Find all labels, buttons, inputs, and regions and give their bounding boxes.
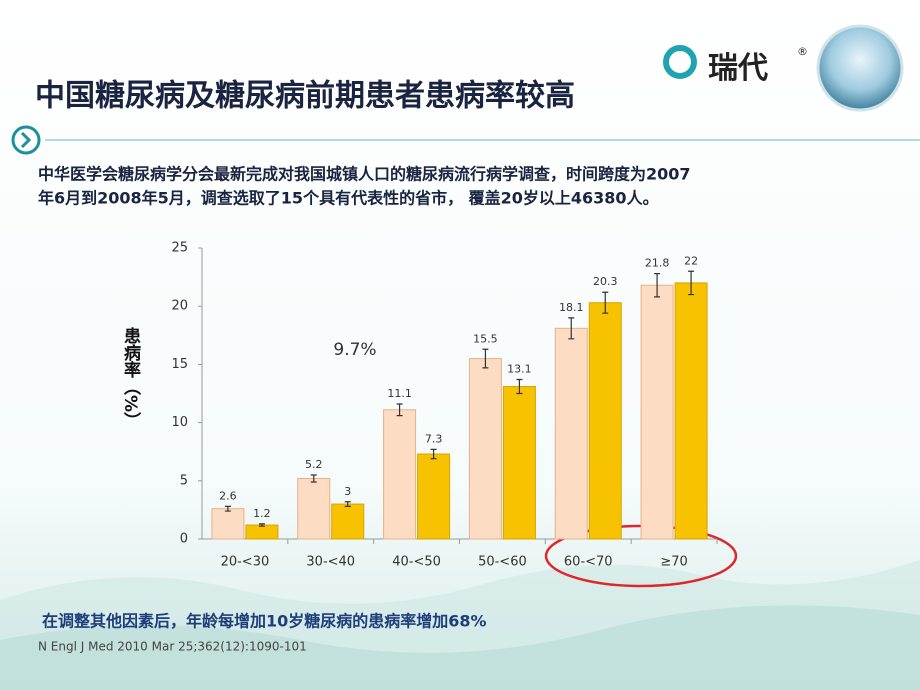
x-tick-label: ≥70	[660, 555, 687, 570]
bar	[554, 327, 588, 540]
description: 年6月到2008年5月，调查选取了15个具有代表性的省市， 覆盖20岁以上463…	[38, 189, 659, 208]
bar	[640, 284, 674, 540]
x-tick-label: 20-<30	[221, 555, 270, 570]
y-axis-label: 患病率（%）	[120, 327, 141, 429]
y-tick-label: 0	[180, 532, 188, 547]
y-tick-label: 5	[180, 473, 188, 488]
error-bar	[602, 291, 609, 314]
x-tick-label: 50-<60	[478, 555, 527, 570]
error-bar	[310, 474, 317, 483]
error-bar	[258, 523, 265, 527]
error-bar	[224, 505, 231, 512]
citation: N Engl J Med 2010 Mar 25;362(12):1090-10…	[38, 640, 307, 654]
error-bar	[688, 270, 695, 296]
value-label: 22	[684, 254, 698, 267]
error-bar	[654, 273, 661, 298]
error-bar	[516, 378, 523, 395]
x-tick-label: 60-<70	[564, 555, 613, 570]
value-label: 21.8	[645, 257, 670, 270]
value-label: 2.6	[219, 489, 237, 502]
title: 中国糖尿病及糖尿病前期患者患病率较高	[35, 79, 575, 114]
value-label: 11.1	[387, 387, 412, 400]
y-tick-label: 10	[171, 415, 188, 430]
mountain	[0, 605, 920, 690]
error-bar	[568, 317, 575, 340]
bar	[297, 477, 331, 540]
error-bar	[430, 448, 437, 460]
bar	[588, 302, 622, 540]
x-tick-label: 40-<50	[392, 555, 441, 570]
bar	[502, 386, 536, 540]
conclusion: 在调整其他因素后，年龄每增加10岁糖尿病的患病率增加68%	[42, 612, 487, 631]
value-label: 7.3	[425, 432, 443, 445]
bar	[383, 409, 417, 540]
logo-icon	[663, 45, 697, 79]
error-bar	[344, 501, 351, 508]
y-tick-label: 15	[171, 357, 188, 372]
arrow-icon	[11, 125, 41, 155]
error-bar	[482, 348, 489, 369]
annotation: 9.7%	[333, 340, 376, 360]
bar	[417, 453, 451, 540]
y-tick-label: 25	[171, 241, 188, 256]
bar	[468, 358, 502, 540]
value-label: 20.3	[593, 275, 618, 288]
bar	[245, 524, 279, 540]
chart: 0 5 10 15 20 25 20-<30 30-<40 40-<50 50-<60 60-<70…	[171, 241, 718, 570]
value-label: 18.1	[559, 301, 584, 314]
y-tick-label: 20	[171, 299, 188, 314]
logo-text: 瑞代	[708, 51, 768, 86]
logo-photo	[816, 24, 904, 112]
value-label: 3	[344, 485, 351, 498]
value-label: 13.1	[507, 363, 532, 376]
bar	[331, 503, 365, 540]
error-bar	[396, 403, 403, 417]
arrow-icon	[20, 131, 32, 149]
description: 中华医学会糖尿病学分会最新完成对我国城镇人口的糖尿病流行病学调查，时间跨度为20…	[38, 165, 691, 184]
value-label: 5.2	[305, 458, 323, 471]
bar	[211, 508, 245, 540]
x-tick-label: 30-<40	[306, 555, 355, 570]
value-label: 1.2	[253, 507, 271, 520]
logo-mark: ®	[797, 45, 808, 58]
value-label: 15.5	[473, 332, 498, 345]
bar	[674, 282, 708, 540]
